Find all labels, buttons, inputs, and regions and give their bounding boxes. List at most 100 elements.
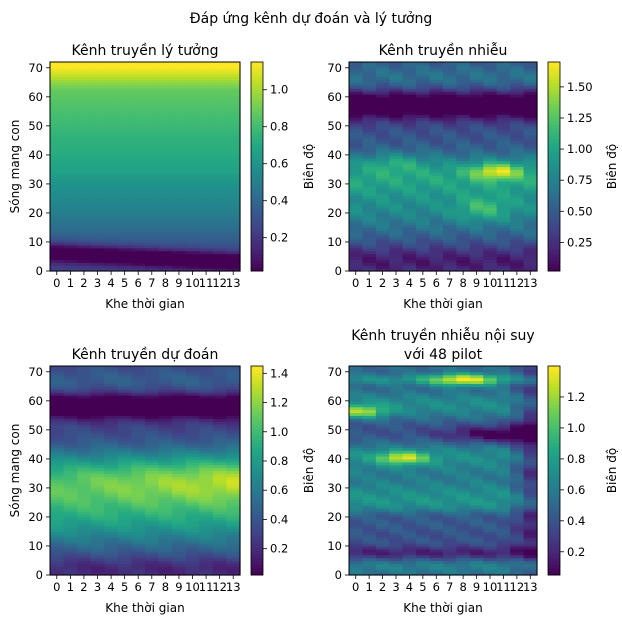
heatmap-cell (50, 426, 65, 431)
heatmap-cell (226, 400, 241, 405)
heatmap-cell (50, 259, 65, 263)
heatmap-cell (77, 122, 92, 127)
heatmap-cell (145, 198, 160, 202)
heatmap-cell (389, 111, 404, 115)
heatmap-cell (131, 406, 146, 411)
heatmap-cell (469, 534, 484, 538)
colorbar-label: Biên độ (302, 448, 316, 493)
heatmap-cell (104, 557, 119, 562)
heatmap-cell (523, 403, 538, 408)
heatmap-cell (199, 67, 214, 72)
heatmap-cell (172, 239, 187, 243)
heatmap-cell (117, 221, 133, 226)
heatmap-cell (199, 566, 214, 570)
heatmap-cell (402, 259, 417, 263)
heatmap-cell (212, 426, 228, 431)
heatmap-cell (510, 380, 525, 385)
colorbar-frame (547, 365, 561, 576)
heatmap-cell (63, 236, 78, 240)
heatmap-cell (158, 458, 173, 463)
colorbar-tick-label: 0.50 (567, 204, 593, 218)
heatmap-cell (104, 479, 119, 483)
heatmap-cell (50, 122, 65, 127)
heatmap-cell (416, 262, 431, 266)
heatmap-cell (523, 230, 538, 234)
heatmap-cell (131, 108, 146, 112)
heatmap-cell (389, 389, 404, 393)
heatmap-cell (510, 117, 525, 121)
heatmap-cell (416, 487, 431, 492)
heatmap-cell (469, 239, 484, 243)
heatmap-cell (212, 537, 228, 541)
heatmap-cell (212, 79, 228, 83)
heatmap-cell (50, 490, 65, 495)
heatmap-cell (469, 241, 484, 246)
heatmap-cell (145, 215, 160, 220)
heatmap-cell (429, 210, 444, 214)
x-tick-label: 2 (80, 276, 87, 290)
colorbar-step (548, 173, 560, 178)
heatmap-cell (375, 207, 390, 211)
heatmap-cell (375, 79, 390, 83)
heatmap-cell (443, 487, 458, 492)
heatmap-cell (185, 73, 200, 78)
heatmap-cell (349, 76, 364, 81)
heatmap-cell (226, 409, 241, 414)
heatmap-cell (349, 537, 364, 541)
y-tick-label: 60 (28, 394, 43, 408)
heatmap-cell (158, 227, 173, 231)
heatmap-cell (349, 534, 364, 538)
heatmap-cell (145, 371, 160, 376)
heatmap-cell (510, 151, 525, 156)
heatmap-cell (443, 519, 458, 524)
heatmap-cell (523, 204, 538, 208)
heatmap-cell (226, 395, 241, 399)
heatmap-cell (402, 519, 417, 524)
heatmap-cell (172, 79, 187, 83)
heatmap-cell (104, 485, 119, 489)
heatmap-cell (226, 551, 241, 556)
heatmap-cell (483, 172, 498, 176)
heatmap-cell (104, 525, 119, 530)
heatmap-cell (523, 172, 538, 176)
heatmap-cell (510, 73, 525, 78)
colorbar-step (548, 435, 560, 440)
heatmap-cell (226, 82, 241, 86)
heatmap-cell (172, 233, 187, 237)
heatmap-cell (523, 534, 538, 538)
heatmap-cell (483, 380, 498, 385)
heatmap-cell (63, 435, 78, 440)
heatmap-cell (523, 519, 538, 524)
heatmap-cell (416, 548, 431, 553)
heatmap-cell (456, 195, 471, 200)
heatmap-cell (77, 482, 92, 486)
heatmap-cell (212, 265, 228, 269)
heatmap-cell (416, 247, 431, 252)
heatmap-cell (117, 212, 133, 217)
heatmap-cell (429, 557, 444, 562)
x-tick-label: 10 (483, 580, 498, 594)
heatmap-cell (212, 122, 228, 127)
heatmap-cell (145, 455, 160, 460)
heatmap-cell (172, 128, 187, 133)
heatmap-cell (483, 241, 498, 246)
heatmap-cell (389, 151, 404, 156)
colorbar-step (251, 519, 263, 524)
heatmap-cell (104, 406, 119, 411)
heatmap-cell (375, 389, 390, 393)
heatmap-cell (375, 256, 390, 260)
heatmap-cell (63, 479, 78, 483)
heatmap-cell (510, 569, 525, 573)
heatmap-cell (117, 380, 133, 385)
heatmap-cell (77, 250, 92, 255)
heatmap-cell (212, 166, 228, 170)
heatmap-cell (104, 96, 119, 101)
colorbar-step (251, 166, 263, 171)
heatmap-cell (429, 268, 444, 272)
y-tick-label: 70 (327, 61, 342, 75)
colorbar-step (251, 204, 263, 209)
heatmap-cell (349, 125, 364, 130)
heatmap-cell (117, 528, 133, 533)
heatmap-cell (158, 189, 173, 194)
heatmap-cell (389, 236, 404, 240)
